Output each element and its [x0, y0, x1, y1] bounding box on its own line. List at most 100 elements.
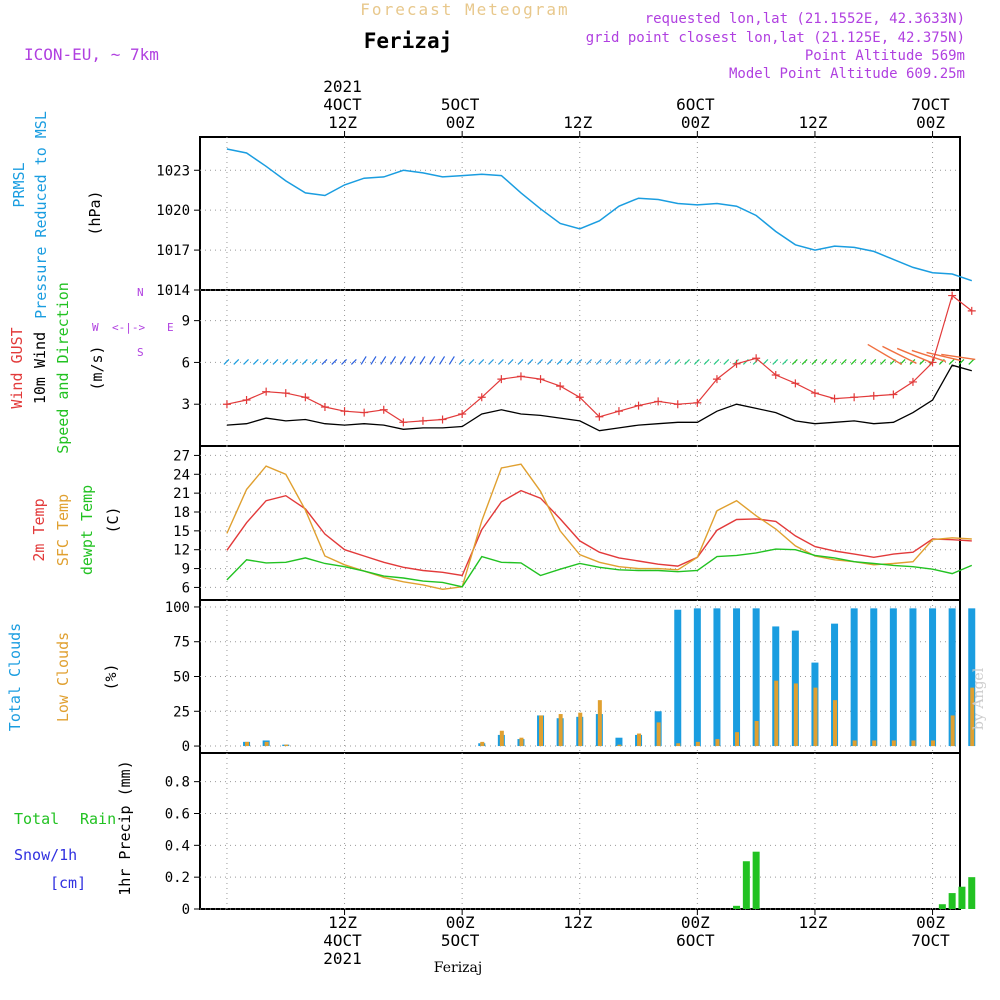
- cloud-unit: (%): [102, 663, 120, 690]
- total-cloud-bar: [693, 608, 701, 747]
- gust-point: [536, 375, 545, 384]
- low-cloud-bar: [245, 741, 250, 747]
- wind-arrow: [321, 359, 328, 365]
- precip-bar: [958, 886, 966, 909]
- wind-arrow-strong: [882, 345, 917, 365]
- wind-arrow: [791, 359, 798, 365]
- low-cloud-bar: [950, 715, 955, 747]
- wind-arrow: [527, 359, 534, 365]
- precip-label-snow: Snow/1h: [14, 846, 77, 864]
- gust-point: [752, 354, 761, 363]
- low-cloud-bar: [735, 732, 740, 747]
- wind-arrow: [958, 359, 965, 365]
- wind-arrow: [409, 356, 416, 365]
- wind-speed-line: [226, 364, 972, 432]
- ytick-pressure: 1014: [156, 283, 190, 299]
- low-cloud-bar: [499, 730, 504, 747]
- wind-arrow: [468, 359, 475, 365]
- wind-arrow: [252, 359, 259, 365]
- y-tick-labels: 1014 1017 1020 1023 3 6 9 6 9 12 15 18 21 24 27 0 25 50 75…: [156, 163, 190, 918]
- panel-frame-precip: [199, 752, 961, 910]
- wind-arrow: [635, 359, 641, 365]
- wind-arrow: [772, 359, 779, 365]
- wind-arrow: [615, 359, 622, 365]
- wind-arrow: [350, 359, 357, 365]
- grid-lines: [194, 137, 960, 910]
- total-cloud-bar: [909, 608, 917, 747]
- wind-arrow-strong: [926, 351, 961, 362]
- model-label: ICON-EU, ~ 7km: [24, 45, 159, 64]
- wind-arrow: [684, 359, 690, 365]
- info-line-2: grid point closest lon,lat (21.125E, 42.…: [586, 30, 965, 46]
- gust-line: [226, 294, 973, 423]
- gust-point: [889, 390, 898, 399]
- precip-bar: [968, 877, 976, 909]
- temp-dewpt-line: [226, 548, 973, 588]
- wind-arrow: [605, 359, 612, 365]
- gust-point: [771, 370, 780, 379]
- low-cloud-bar: [813, 687, 818, 747]
- total-cloud-bar: [889, 608, 897, 747]
- wind-arrow: [625, 359, 632, 365]
- gust-point: [301, 393, 310, 402]
- temp-2m-line: [226, 489, 972, 577]
- wind-arrow: [331, 359, 338, 365]
- gust-point: [262, 387, 271, 396]
- low-cloud-bar: [480, 741, 485, 747]
- gust-point: [516, 372, 525, 381]
- panel-frame-wind: [199, 289, 961, 447]
- wind-arrow: [968, 359, 975, 365]
- gust-point: [654, 397, 663, 406]
- location-title: Ferizaj: [364, 29, 453, 53]
- wind-arrow: [488, 359, 494, 365]
- wind-arrow: [664, 359, 671, 365]
- gust-point: [908, 377, 917, 386]
- wind-arrow: [880, 359, 886, 365]
- compass-horizontal: <-|->: [112, 321, 145, 334]
- wind-arrow-strong: [911, 349, 947, 363]
- time-label-top: 00Z: [681, 113, 710, 132]
- wind-arrow: [390, 356, 397, 365]
- panel-side-labels: PRMSL Pressure Reduced to MSL (hPa) Wind GU…: [6, 111, 134, 896]
- gust-point: [281, 389, 290, 398]
- temp-label-3: dewpt Temp: [78, 485, 96, 575]
- gust-point: [320, 403, 329, 411]
- wind-arrow: [654, 359, 661, 365]
- ytick-temp: 6: [182, 580, 190, 596]
- time-label-top: 00Z: [446, 113, 475, 132]
- wind-arrow: [497, 359, 504, 365]
- wind-arrow: [223, 359, 230, 365]
- pressure-label-2: Pressure Reduced to MSL: [32, 111, 50, 319]
- wind-arrow: [546, 359, 553, 365]
- gust-point: [614, 407, 623, 416]
- chart-marks: [222, 148, 976, 909]
- low-cloud-bar: [637, 733, 642, 747]
- time-label-bottom: 2021: [323, 949, 362, 968]
- wind-arrow: [360, 356, 367, 365]
- wind-arrow: [292, 359, 298, 365]
- total-cloud-bar: [948, 608, 956, 747]
- total-cloud-bar: [850, 608, 858, 747]
- gust-point: [634, 401, 643, 410]
- gust-point: [575, 393, 584, 402]
- wind-arrow: [380, 356, 387, 365]
- wind-arrow: [919, 359, 926, 365]
- ytick-temp: 21: [173, 486, 190, 502]
- wind-arrow: [262, 359, 269, 365]
- gust-point: [850, 393, 859, 402]
- gust-point: [732, 359, 741, 368]
- cloud-label-1: Total Clouds: [6, 623, 24, 731]
- low-cloud-bar: [578, 712, 583, 747]
- gust-point: [222, 400, 231, 409]
- wind-arrow-strong: [896, 347, 932, 364]
- gust-point: [948, 291, 957, 300]
- wind-arrow: [860, 359, 867, 365]
- gust-point: [399, 418, 408, 427]
- gust-point: [712, 375, 721, 384]
- low-cloud-bar: [284, 744, 289, 747]
- ytick-precip: 0.4: [165, 838, 190, 854]
- gust-point: [791, 379, 800, 388]
- wind-unit: (m/s): [88, 345, 106, 390]
- compass-west: W: [92, 321, 99, 334]
